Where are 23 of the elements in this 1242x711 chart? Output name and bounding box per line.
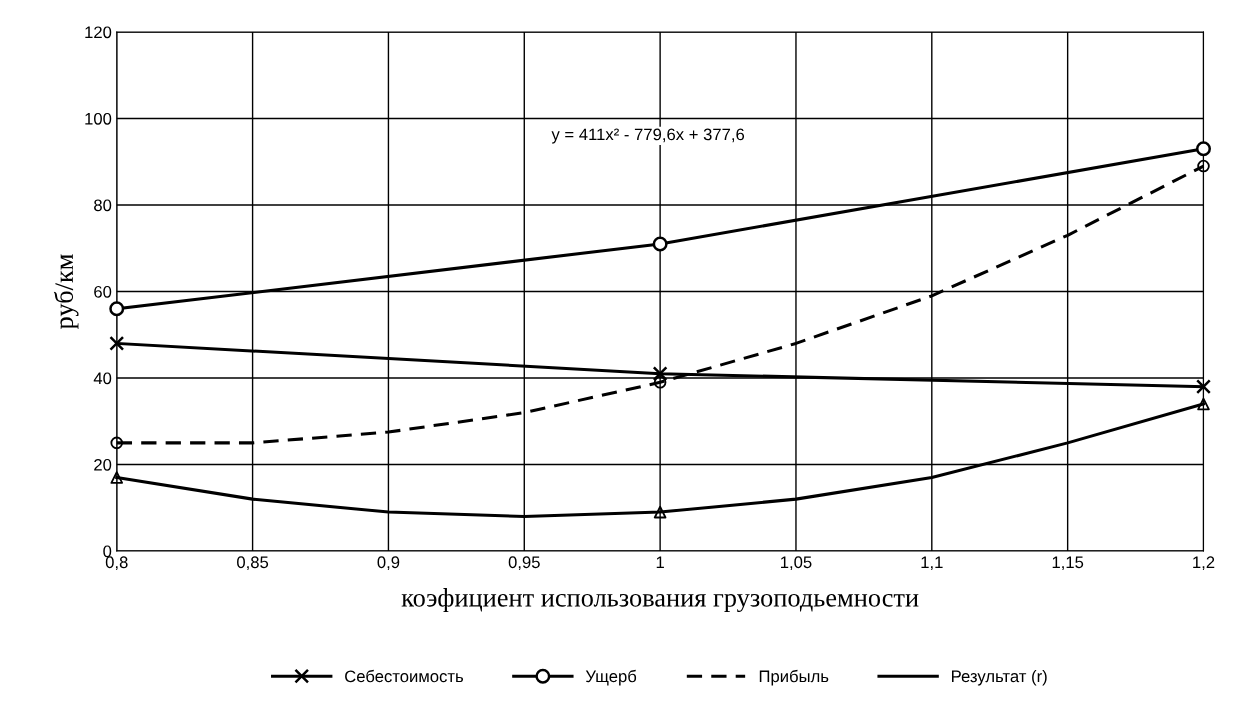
y-axis-title: руб/км xyxy=(53,254,79,330)
x-axis-title: коэфициент использования грузоподьемности xyxy=(401,588,919,613)
x-tick-label: 0,85 xyxy=(237,556,269,571)
y-tick-label: 100 xyxy=(85,112,112,125)
y-tick-label: 40 xyxy=(93,372,112,385)
x-tick-label: 1 xyxy=(656,556,664,568)
y-tick-label: 80 xyxy=(94,199,112,212)
x-tick-label: 0,9 xyxy=(377,556,400,571)
x-tick-label: 0,8 xyxy=(105,556,128,571)
x-tick-label: 1,05 xyxy=(781,556,812,571)
legend-label: Прибыль xyxy=(759,669,829,686)
y-tick-label: 120 xyxy=(85,26,112,39)
legend-label: Ущерб xyxy=(585,669,637,686)
annotation: y = 411x² - 779,6x + 377,6 xyxy=(551,128,745,144)
y-tick-label: 60 xyxy=(94,285,112,298)
legend-label: Себестоимость xyxy=(345,669,464,683)
legend-label: Результат (r) xyxy=(952,669,1047,686)
x-tick-label: 1,15 xyxy=(1052,556,1084,571)
y-tick-label: 20 xyxy=(94,458,112,471)
x-tick-label: 1,2 xyxy=(1193,556,1215,571)
x-tick-label: 1,1 xyxy=(921,556,943,571)
x-tick-label: 0,95 xyxy=(508,556,540,571)
y-tick-label: 0 xyxy=(103,545,112,558)
